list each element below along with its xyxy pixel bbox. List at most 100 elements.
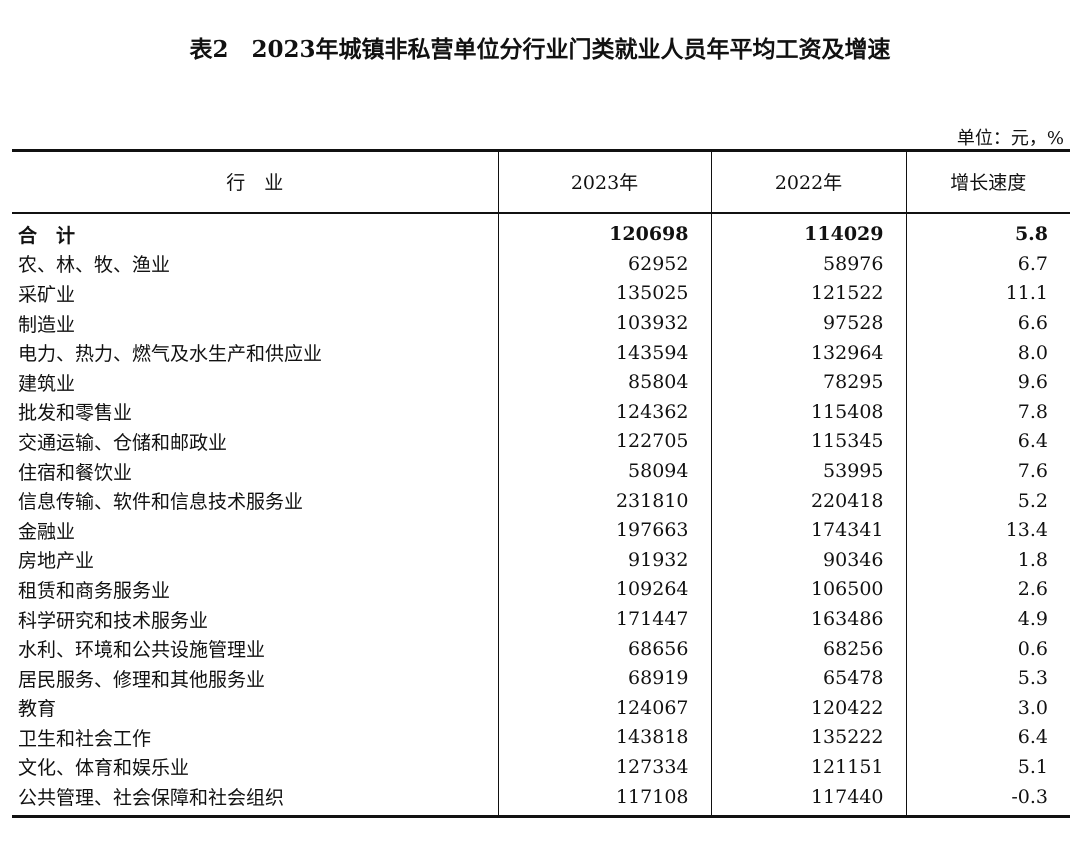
- table-row: 批发和零售业 124362 115408 7.8: [12, 397, 1070, 427]
- wage-2022-cell: 53995: [710, 456, 906, 486]
- industry-cell: 交通运输、仓储和邮政业: [18, 431, 228, 454]
- wage-2023-cell: 143594: [497, 337, 711, 368]
- wage-2023-cell: 117108: [497, 781, 711, 819]
- industry-cell: 批发和零售业: [18, 402, 133, 425]
- industry-cell: 合 计: [18, 224, 76, 247]
- table-title: 表2 2023年城镇非私营单位分行业门类就业人员年平均工资及增速: [189, 36, 891, 63]
- growth-cell: 4.9: [905, 604, 1070, 634]
- table-body: 合 计 120698 114029 5.8 农、林、牧、渔业 62952 58976 6.7 采…: [12, 212, 1070, 819]
- wage-2023-cell: 197663: [497, 515, 711, 546]
- wage-2022-cell: 174341: [710, 515, 906, 546]
- table-row: 文化、体育和娱乐业 127334 121151 5.1: [12, 752, 1070, 782]
- industry-cell: 电力、热力、燃气及水生产和供应业: [18, 343, 323, 366]
- wage-2022-cell: 106500: [710, 574, 906, 605]
- industry-cell: 租赁和商务服务业: [18, 579, 171, 602]
- industry-cell: 住宿和餐饮业: [18, 461, 133, 484]
- industry-cell: 科学研究和技术服务业: [18, 609, 209, 632]
- growth-cell: 6.7: [905, 249, 1070, 279]
- growth-cell: 6.4: [905, 722, 1070, 753]
- growth-cell: 2.6: [905, 574, 1070, 605]
- wage-2022-cell: 117440: [710, 781, 906, 819]
- wage-2023-cell: 62952: [497, 249, 711, 279]
- table-row: 居民服务、修理和其他服务业 68919 65478 5.3: [12, 663, 1070, 693]
- growth-cell: 6.4: [905, 426, 1070, 457]
- industry-cell: 教育: [18, 698, 57, 721]
- table-row: 金融业 197663 174341 13.4: [12, 515, 1070, 546]
- growth-cell: 0.6: [905, 633, 1070, 664]
- header-industry: 行 业: [12, 149, 498, 214]
- table-row: 信息传输、软件和信息技术服务业 231810 220418 5.2: [12, 485, 1070, 516]
- total-row: 合 计 120698 114029 5.8: [12, 212, 1070, 250]
- wage-table: 行 业 2023年 2022年 增长速度 合 计 120698 114029 5.8 农…: [12, 149, 1070, 819]
- growth-cell: 5.1: [905, 752, 1070, 782]
- wage-2022-cell: 220418: [710, 485, 906, 516]
- wage-2022-cell: 115408: [710, 397, 906, 427]
- industry-cell: 卫生和社会工作: [18, 727, 152, 750]
- wage-2023-cell: 68656: [497, 633, 711, 664]
- growth-cell: 6.6: [905, 308, 1070, 338]
- industry-cell: 房地产业: [18, 550, 95, 573]
- industry-cell: 水利、环境和公共设施管理业: [18, 639, 266, 662]
- wage-2023-cell: 103932: [497, 308, 711, 338]
- wage-2022-cell: 163486: [710, 604, 906, 634]
- industry-cell: 居民服务、修理和其他服务业: [18, 668, 266, 691]
- wage-2023-cell: 124067: [497, 693, 711, 723]
- growth-cell: 3.0: [905, 693, 1070, 723]
- industry-cell: 制造业: [18, 313, 76, 336]
- wage-2022-cell: 135222: [710, 722, 906, 753]
- growth-cell: 5.2: [905, 485, 1070, 516]
- growth-cell: -0.3: [905, 781, 1070, 819]
- header-row: 行 业 2023年 2022年 增长速度: [12, 149, 1070, 214]
- wage-2023-cell: 124362: [497, 397, 711, 427]
- header-growth: 增长速度: [905, 149, 1070, 214]
- industry-cell: 公共管理、社会保障和社会组织: [12, 781, 498, 819]
- wage-2022-cell: 90346: [710, 545, 906, 575]
- industry-cell: 文化、体育和娱乐业: [18, 757, 190, 780]
- wage-2023-cell: 120698: [497, 212, 711, 250]
- wage-2022-cell: 58976: [710, 249, 906, 279]
- table-row: 科学研究和技术服务业 171447 163486 4.9: [12, 604, 1070, 634]
- growth-cell: 8.0: [905, 337, 1070, 368]
- wage-2023-cell: 58094: [497, 456, 711, 486]
- wage-2022-cell: 121522: [710, 278, 906, 309]
- industry-cell: 建筑业: [18, 372, 76, 395]
- header-2022: 2022年: [710, 149, 906, 214]
- table-row: 住宿和餐饮业 58094 53995 7.6: [12, 456, 1070, 486]
- wage-2023-cell: 68919: [497, 663, 711, 693]
- growth-cell: 7.8: [905, 397, 1070, 427]
- industry-cell: 农、林、牧、渔业: [18, 254, 171, 277]
- wage-2023-cell: 231810: [497, 485, 711, 516]
- table-row: 电力、热力、燃气及水生产和供应业 143594 132964 8.0: [12, 337, 1070, 368]
- table-row: 公共管理、社会保障和社会组织 117108 117440 -0.3: [12, 781, 1070, 819]
- wage-2023-cell: 171447: [497, 604, 711, 634]
- wage-2022-cell: 97528: [710, 308, 906, 338]
- table-row: 农、林、牧、渔业 62952 58976 6.7: [12, 249, 1070, 279]
- table-row: 水利、环境和公共设施管理业 68656 68256 0.6: [12, 633, 1070, 664]
- table-row: 教育 124067 120422 3.0: [12, 693, 1070, 723]
- growth-cell: 11.1: [905, 278, 1070, 309]
- industry-cell: 采矿业: [18, 283, 76, 306]
- unit-note: 单位：元，%: [956, 128, 1064, 149]
- wage-2022-cell: 115345: [710, 426, 906, 457]
- growth-cell: 7.6: [905, 456, 1070, 486]
- growth-cell: 13.4: [905, 515, 1070, 546]
- wage-2022-cell: 121151: [710, 752, 906, 782]
- table-row: 房地产业 91932 90346 1.8: [12, 545, 1070, 575]
- growth-cell: 5.3: [905, 663, 1070, 693]
- wage-2022-cell: 65478: [710, 663, 906, 693]
- table-row: 卫生和社会工作 143818 135222 6.4: [12, 722, 1070, 753]
- wage-2022-cell: 120422: [710, 693, 906, 723]
- table-row: 交通运输、仓储和邮政业 122705 115345 6.4: [12, 426, 1070, 457]
- table-row: 租赁和商务服务业 109264 106500 2.6: [12, 574, 1070, 605]
- wage-2023-cell: 143818: [497, 722, 711, 753]
- wage-2022-cell: 78295: [710, 367, 906, 398]
- wage-2023-cell: 109264: [497, 574, 711, 605]
- table-row: 制造业 103932 97528 6.6: [12, 308, 1070, 338]
- wage-2022-cell: 132964: [710, 337, 906, 368]
- industry-cell: 金融业: [18, 520, 76, 543]
- wage-2023-cell: 85804: [497, 367, 711, 398]
- wage-2023-cell: 122705: [497, 426, 711, 457]
- wage-2023-cell: 135025: [497, 278, 711, 309]
- wage-2023-cell: 127334: [497, 752, 711, 782]
- growth-cell: 9.6: [905, 367, 1070, 398]
